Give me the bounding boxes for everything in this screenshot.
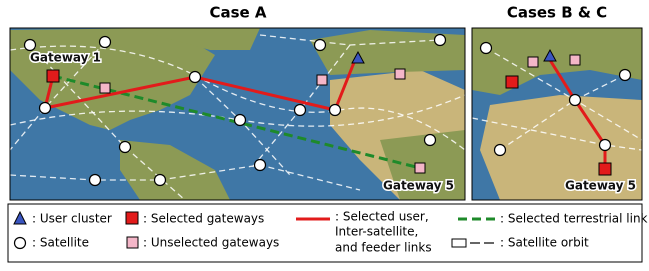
gateway-label: Gateway 5 [565,179,636,193]
legend-label: : Satellite [32,236,89,250]
legend-label: and feeder links [335,241,432,255]
legend-label: : Selected terrestrial link [500,212,648,226]
map-cases-b-c [472,28,642,200]
panel-title: Case A [209,4,266,22]
legend: : User cluster : Selected gateways : Sel… [8,204,648,262]
legend-label: : Satellite orbit [500,236,589,250]
gateway-label: Gateway 1 [30,51,101,65]
legend-label: : Unselected gateways [143,236,279,250]
legend-label: : Selected gateways [143,212,264,226]
panel-title: Cases B & C [507,4,607,22]
legend-label: : User cluster [32,212,112,226]
legend-label: : Selected user, [335,210,429,224]
gateway-label: Gateway 5 [383,179,454,193]
legend-label: Inter-satellite, [335,225,418,239]
figure: Case A Cases B & C Gateway 1 Ga [0,0,649,267]
